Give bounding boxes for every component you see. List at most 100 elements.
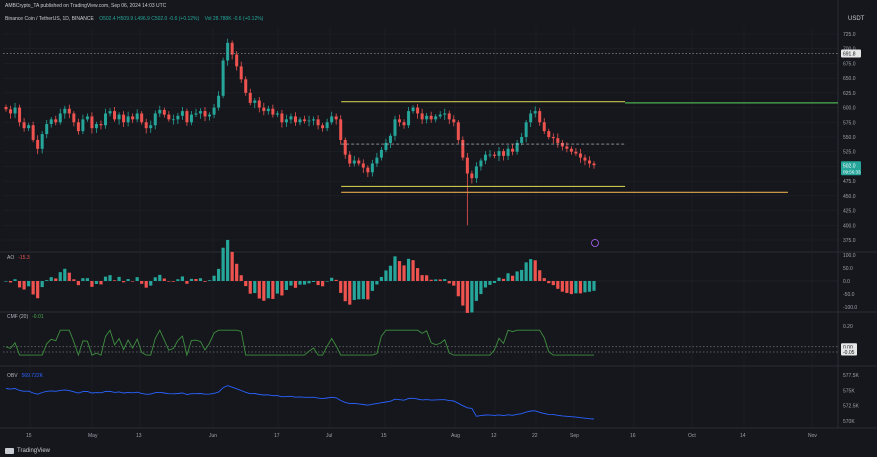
- candle-body: [479, 160, 483, 167]
- candle-body: [429, 115, 433, 120]
- ao-bar: [479, 281, 483, 295]
- ao-bar: [67, 272, 71, 281]
- ao-bar: [122, 281, 126, 283]
- ao-bar: [140, 281, 144, 284]
- candle-body: [388, 135, 392, 143]
- candle-body: [104, 113, 108, 126]
- candle-body: [312, 119, 316, 121]
- x-tick-label: Sep: [570, 433, 579, 439]
- ao-bar: [425, 275, 429, 281]
- ao-bar: [94, 281, 99, 284]
- candle-body: [352, 160, 356, 164]
- ao-bar: [456, 281, 460, 297]
- y-tick-label: 375.0: [843, 238, 856, 244]
- ao-bar: [58, 272, 62, 281]
- candle-body: [502, 151, 506, 156]
- ao-bar: [560, 281, 564, 292]
- ao-bar: [49, 277, 53, 281]
- y-tick-label: 525.0: [843, 150, 856, 156]
- candle-body: [235, 54, 239, 67]
- ao-bar: [198, 278, 203, 281]
- obv-legend[interactable]: OBV 569.722K: [7, 373, 43, 379]
- ao-bar: [366, 281, 370, 300]
- ao-bar: [298, 281, 302, 285]
- ao-bar: [226, 239, 230, 281]
- candle-body: [153, 113, 157, 126]
- ao-bar: [529, 259, 533, 281]
- candle-body: [244, 79, 248, 93]
- ao-bar: [31, 281, 35, 295]
- cmf-label-box: [841, 348, 857, 356]
- candle-body: [343, 139, 347, 155]
- ao-bar: [583, 281, 587, 293]
- candle-body: [9, 109, 13, 114]
- candle-body: [113, 111, 117, 120]
- ao-bar: [334, 279, 338, 281]
- candle-body: [452, 119, 456, 123]
- ao-bar: [158, 274, 162, 281]
- cmf-line: [5, 329, 594, 357]
- symbol-name: Binance Coin / TetherUS, 1D, BINANCE: [5, 16, 94, 22]
- obv-title: OBV: [7, 373, 18, 379]
- ao-bar: [384, 270, 388, 281]
- candle-body: [465, 157, 469, 174]
- ao-bar: [72, 279, 76, 281]
- y-tick-label: 425.0: [843, 209, 856, 215]
- candle-body: [140, 113, 144, 123]
- cmf-legend[interactable]: CMF (20) -0.01: [7, 314, 44, 320]
- ao-bar: [447, 281, 451, 284]
- ao-bar: [189, 278, 194, 281]
- ao-legend[interactable]: AO -15.3: [7, 255, 30, 261]
- ao-bar: [180, 276, 184, 281]
- ao-bar: [167, 281, 171, 282]
- ao-bar: [36, 281, 40, 299]
- candle-body: [339, 119, 343, 140]
- ao-bar: [388, 265, 393, 281]
- candle-body: [542, 122, 546, 132]
- candle-body: [578, 153, 582, 158]
- candle-body: [379, 149, 383, 158]
- ao-bar: [483, 281, 488, 288]
- candle-body: [497, 151, 501, 156]
- candle-body: [556, 138, 560, 143]
- candle-body: [189, 114, 193, 123]
- candle-body: [303, 119, 307, 122]
- candle-body: [149, 125, 153, 129]
- ao-bar: [103, 276, 108, 281]
- candle-body: [334, 116, 338, 120]
- ao-bar: [488, 281, 492, 285]
- axis-unit[interactable]: USDT: [848, 16, 865, 22]
- x-tick-label: 15: [381, 433, 387, 439]
- ao-bar: [357, 281, 361, 300]
- candle-body: [45, 124, 49, 135]
- ao-tick-label: 0.0: [843, 279, 850, 285]
- candle-body: [447, 113, 451, 120]
- ao-bar: [311, 281, 316, 282]
- ao-bar: [99, 281, 103, 285]
- ao-bar: [370, 281, 374, 291]
- y-tick-label: 650.0: [843, 76, 856, 82]
- ao-bar: [81, 278, 85, 281]
- candle-body: [298, 119, 302, 123]
- candle-body: [226, 42, 230, 61]
- x-tick-label: Oct: [688, 433, 696, 439]
- candle-body: [40, 134, 44, 149]
- symbol-legend[interactable]: Binance Coin / TetherUS, 1D, BINANCE O50…: [5, 16, 263, 22]
- y-tick-label: 675.0: [843, 61, 856, 67]
- candle-body: [198, 111, 202, 114]
- candle-body: [583, 157, 587, 161]
- ao-bar: [40, 281, 44, 288]
- candle-body: [167, 114, 171, 120]
- tradingview-brand[interactable]: TradingView: [5, 448, 50, 454]
- candle-body: [266, 108, 270, 112]
- candle-body: [280, 113, 284, 123]
- price-label-box: [841, 49, 861, 58]
- ao-bar: [556, 281, 560, 289]
- ao-bar: [547, 281, 551, 284]
- y-tick-label: 575.0: [843, 120, 856, 126]
- ao-bar: [266, 281, 270, 299]
- candle-body: [99, 124, 103, 126]
- candle-body: [31, 125, 35, 140]
- ao-bar: [149, 281, 153, 286]
